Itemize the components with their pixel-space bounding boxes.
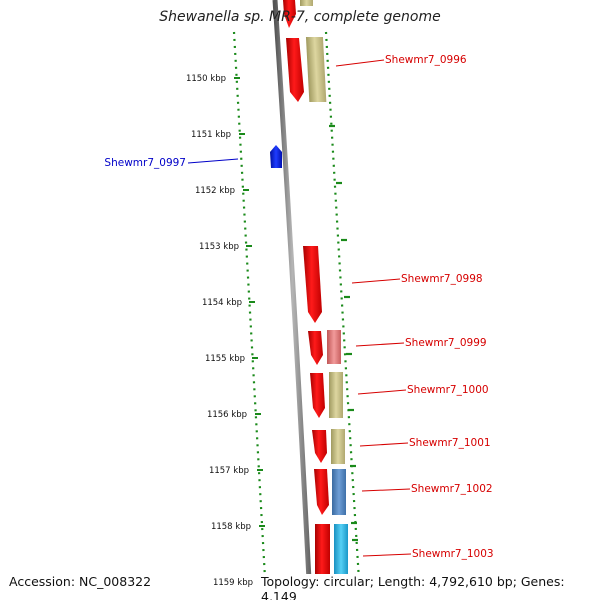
label-leader-lines (187, 59, 412, 557)
gene-label-0998[interactable]: Shewmr7_0998 (401, 273, 483, 285)
tick-label: 1159 kbp (213, 578, 253, 588)
gc-dot-track-right (324, 31, 362, 597)
gc-dot-track-left (232, 31, 268, 597)
axis-tick-marks (234, 77, 267, 583)
gc-dash-marks (329, 124, 358, 542)
gene-label-0996[interactable]: Shewmr7_0996 (385, 54, 467, 66)
gene-label-1003[interactable]: Shewmr7_1003 (412, 548, 494, 560)
tick-label: 1151 kbp (191, 130, 231, 140)
gene-shewmr7-1000[interactable] (310, 373, 325, 418)
gene-label-1001[interactable]: Shewmr7_1001 (409, 437, 491, 449)
tick-label: 1158 kbp (211, 522, 251, 532)
gene-shewmr7-0999[interactable] (308, 331, 323, 365)
map-title: Shewanella sp. MR-7, complete genome (159, 9, 441, 25)
gene-labels: Shewmr7_0996 Shewmr7_0997 Shewmr7_0998 S… (104, 54, 493, 560)
axis-tick-labels: 1150 kbp 1151 kbp 1152 kbp 1153 kbp 1154… (186, 74, 253, 588)
tick-label: 1150 kbp (186, 74, 226, 84)
tick-label: 1156 kbp (207, 410, 247, 420)
tick-label: 1157 kbp (209, 466, 249, 476)
gene-label-1000[interactable]: Shewmr7_1000 (407, 384, 489, 396)
tick-label: 1152 kbp (195, 186, 235, 196)
gene-label-0999[interactable]: Shewmr7_0999 (405, 337, 487, 349)
gene-shewmr7-0998[interactable] (303, 246, 322, 323)
tick-label: 1153 kbp (199, 242, 239, 252)
tick-label: 1155 kbp (205, 354, 245, 364)
gene-shewmr7-0996[interactable] (283, 0, 304, 102)
gene-shewmr7-1001[interactable] (312, 430, 327, 463)
tick-label: 1154 kbp (202, 298, 242, 308)
accession-text: Accession: NC_008322 (7, 574, 154, 589)
genome-backbone (272, 0, 313, 600)
gene-label-1002[interactable]: Shewmr7_1002 (411, 483, 493, 495)
gene-shewmr7-0997[interactable] (270, 145, 282, 168)
gene-label-0997[interactable]: Shewmr7_0997 (104, 157, 186, 169)
topology-text: Topology: circular; Length: 4,792,610 bp… (259, 574, 600, 600)
gene-shewmr7-1002[interactable] (314, 469, 329, 515)
